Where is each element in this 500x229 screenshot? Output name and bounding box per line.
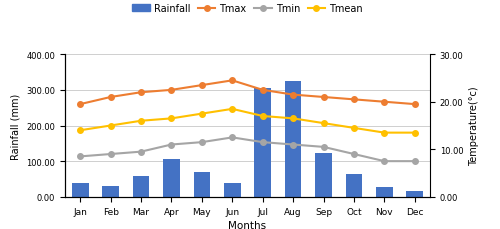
- Legend: Rainfall, Tmax, Tmin, Tmean: Rainfall, Tmax, Tmin, Tmean: [128, 0, 366, 18]
- Bar: [315, 154, 332, 197]
- Bar: [102, 186, 119, 197]
- Bar: [163, 160, 180, 197]
- Bar: [346, 174, 362, 197]
- Y-axis label: Rainfall (mm): Rainfall (mm): [10, 93, 20, 159]
- Bar: [224, 183, 240, 197]
- Bar: [132, 176, 150, 197]
- Bar: [376, 187, 392, 197]
- Bar: [194, 172, 210, 197]
- Bar: [285, 82, 302, 197]
- Y-axis label: Temperature(°c): Temperature(°c): [469, 86, 479, 166]
- X-axis label: Months: Months: [228, 220, 266, 229]
- Bar: [254, 89, 271, 197]
- Bar: [72, 183, 88, 197]
- Bar: [406, 191, 423, 197]
